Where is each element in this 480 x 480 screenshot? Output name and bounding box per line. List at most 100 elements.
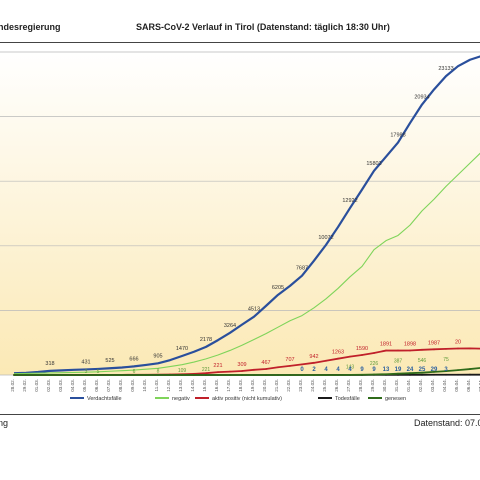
data-label: 20934 [414, 95, 429, 101]
data-point [301, 363, 303, 366]
data-point [277, 374, 279, 376]
x-tick-label: 19.03. [250, 379, 255, 392]
data-point [217, 371, 219, 374]
x-tick-label: 06.04. [466, 379, 471, 392]
data-point [205, 374, 207, 376]
x-tick-label: 02.03. [46, 379, 51, 392]
data-point [181, 374, 183, 376]
data-point [325, 374, 327, 376]
data-label: 707 [285, 357, 294, 363]
data-label: 6205 [272, 285, 284, 291]
data-point [337, 374, 339, 376]
data-point [13, 374, 15, 376]
data-point [277, 366, 279, 369]
data-point [241, 370, 243, 372]
data-point [313, 361, 315, 364]
x-tick-label: 11.03. [154, 379, 159, 391]
data-point [325, 359, 327, 362]
x-tick-label: 28.03. [358, 379, 363, 392]
data-label: 29 [431, 367, 438, 373]
x-tick-label: 29.03. [370, 379, 375, 392]
x-tick-label: 14.03. [190, 379, 195, 392]
data-label: 143 [346, 365, 355, 371]
data-label: 905 [153, 353, 162, 359]
data-point [469, 347, 471, 350]
data-point [169, 374, 171, 376]
plot-background [0, 52, 480, 375]
footer-datenstand: Datenstand: 07.0 [414, 418, 480, 428]
data-point [469, 373, 471, 376]
data-point [373, 373, 375, 376]
data-point [265, 374, 267, 376]
data-point [421, 373, 423, 376]
data-label: 1590 [356, 346, 368, 352]
data-label: 666 [129, 356, 138, 362]
data-point [457, 347, 459, 350]
x-tick-label: 09.03. [130, 379, 135, 392]
data-label: 10072 [318, 235, 333, 241]
data-label: 13 [383, 367, 390, 373]
data-label: 20 [455, 340, 461, 346]
data-label: 0 [300, 367, 304, 373]
data-point [313, 374, 315, 376]
data-point [217, 374, 219, 376]
data-label: 1891 [380, 342, 392, 348]
x-tick-label: 08.03. [118, 379, 123, 392]
data-point [205, 372, 207, 375]
data-label: 387 [394, 359, 403, 365]
data-point [121, 374, 123, 376]
series-line-1 [13, 152, 480, 375]
x-tick-label: 03.03. [58, 379, 63, 392]
data-point [337, 357, 339, 360]
data-point [361, 373, 363, 376]
footer-left-text: ng [0, 418, 9, 428]
data-point [145, 374, 147, 376]
x-tick-label: 13.03. [178, 379, 183, 392]
legend-label-4: genesen [385, 396, 406, 402]
x-tick-label: 05.03. [82, 379, 87, 392]
data-label: 2178 [200, 337, 212, 343]
data-point [109, 374, 111, 376]
x-tick-label: 06.03. [94, 379, 99, 392]
data-point [133, 374, 135, 376]
header-rule [0, 42, 480, 43]
data-label: 4513 [248, 307, 260, 313]
x-tick-label: 01.04. [406, 379, 411, 392]
data-point [289, 374, 291, 376]
x-tick-label: 04.03. [70, 379, 75, 392]
legend-label-0: Verdachtsfälle [87, 396, 122, 402]
data-point [253, 368, 255, 371]
data-point [265, 368, 267, 370]
legend-label-3: Todesfälle [335, 396, 360, 402]
data-point [361, 354, 363, 356]
data-point [25, 374, 27, 376]
x-tick-label: 04.04. [442, 379, 447, 392]
legend-label-1: negativ [172, 396, 190, 402]
x-tick-label: 25.03. [322, 379, 327, 392]
x-tick-label: 24.03. [310, 379, 315, 392]
data-label: 1987 [428, 340, 440, 346]
data-point [469, 368, 471, 370]
data-label: 942 [309, 354, 318, 360]
data-point [85, 374, 87, 376]
data-label: 23133 [438, 66, 453, 72]
x-tick-label: 28.02. [10, 379, 15, 392]
x-tick-label: 23.03. [298, 379, 303, 392]
x-tick-label: 03.04. [430, 379, 435, 392]
x-tick-label: 21.03. [274, 379, 279, 392]
data-point [445, 370, 447, 373]
data-point [457, 373, 459, 376]
x-tick-label: 07.04. [478, 379, 480, 392]
data-point [445, 373, 447, 376]
data-label: 4 [336, 367, 340, 373]
data-label: 8 [157, 369, 160, 375]
data-point [49, 374, 51, 376]
data-point [445, 348, 447, 350]
data-label: 431 [81, 359, 90, 365]
data-point [193, 374, 195, 376]
data-point [73, 374, 75, 376]
x-tick-label: 05.04. [454, 379, 459, 392]
data-point [457, 369, 459, 371]
